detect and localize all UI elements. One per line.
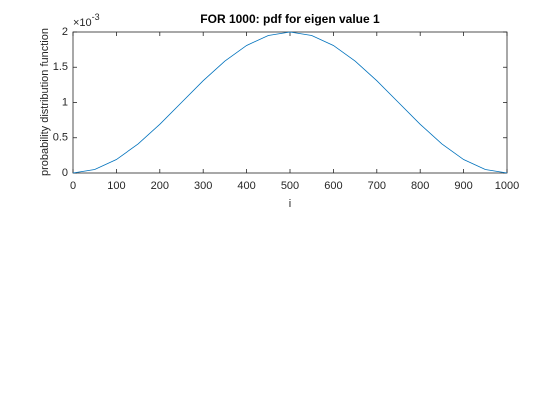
y-tick-label: 0.5 [53,132,68,144]
x-tick-label: 600 [324,180,342,192]
data-line [72,31,508,174]
y-multiplier: ×10-3 [73,12,100,29]
x-tick-label: 700 [368,180,386,192]
x-tick-label: 100 [107,180,125,192]
x-tick-label: 900 [454,180,472,192]
y-axis-label: probability distribution function [39,28,51,176]
x-tick-label: 800 [411,180,429,192]
x-tick-label: 0 [70,180,76,192]
y-tick-label: 2 [62,26,68,38]
y-tick-label: 1.5 [53,61,68,73]
x-tick-label: 1000 [495,180,519,192]
chart-title: FOR 1000: pdf for eigen value 1 [200,12,380,26]
x-tick-label: 400 [237,180,255,192]
y-tick-label: 1 [62,96,68,108]
x-tick-label: 500 [281,180,299,192]
x-axis-label: i [289,198,291,210]
y-multiplier-base: ×10 [73,17,92,29]
y-multiplier-exponent: -3 [92,12,100,22]
plot-box [72,31,508,174]
x-tick-label: 200 [151,180,169,192]
y-tick-label: 0 [62,167,68,179]
x-tick-label: 300 [194,180,212,192]
